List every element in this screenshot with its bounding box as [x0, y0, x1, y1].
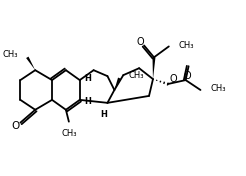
Text: H: H — [85, 74, 92, 83]
Polygon shape — [26, 57, 35, 70]
Text: CH₃: CH₃ — [61, 129, 77, 138]
Text: O: O — [184, 71, 191, 81]
Polygon shape — [153, 57, 155, 79]
Text: H: H — [85, 97, 92, 106]
Text: CH₃: CH₃ — [210, 84, 226, 93]
Text: O: O — [11, 121, 19, 131]
Text: H: H — [100, 110, 107, 119]
Text: O: O — [136, 37, 144, 48]
Text: CH₃: CH₃ — [128, 71, 144, 80]
Polygon shape — [114, 78, 121, 90]
Text: CH₃: CH₃ — [179, 41, 194, 50]
Text: O: O — [170, 74, 177, 84]
Text: CH₃: CH₃ — [3, 50, 18, 59]
